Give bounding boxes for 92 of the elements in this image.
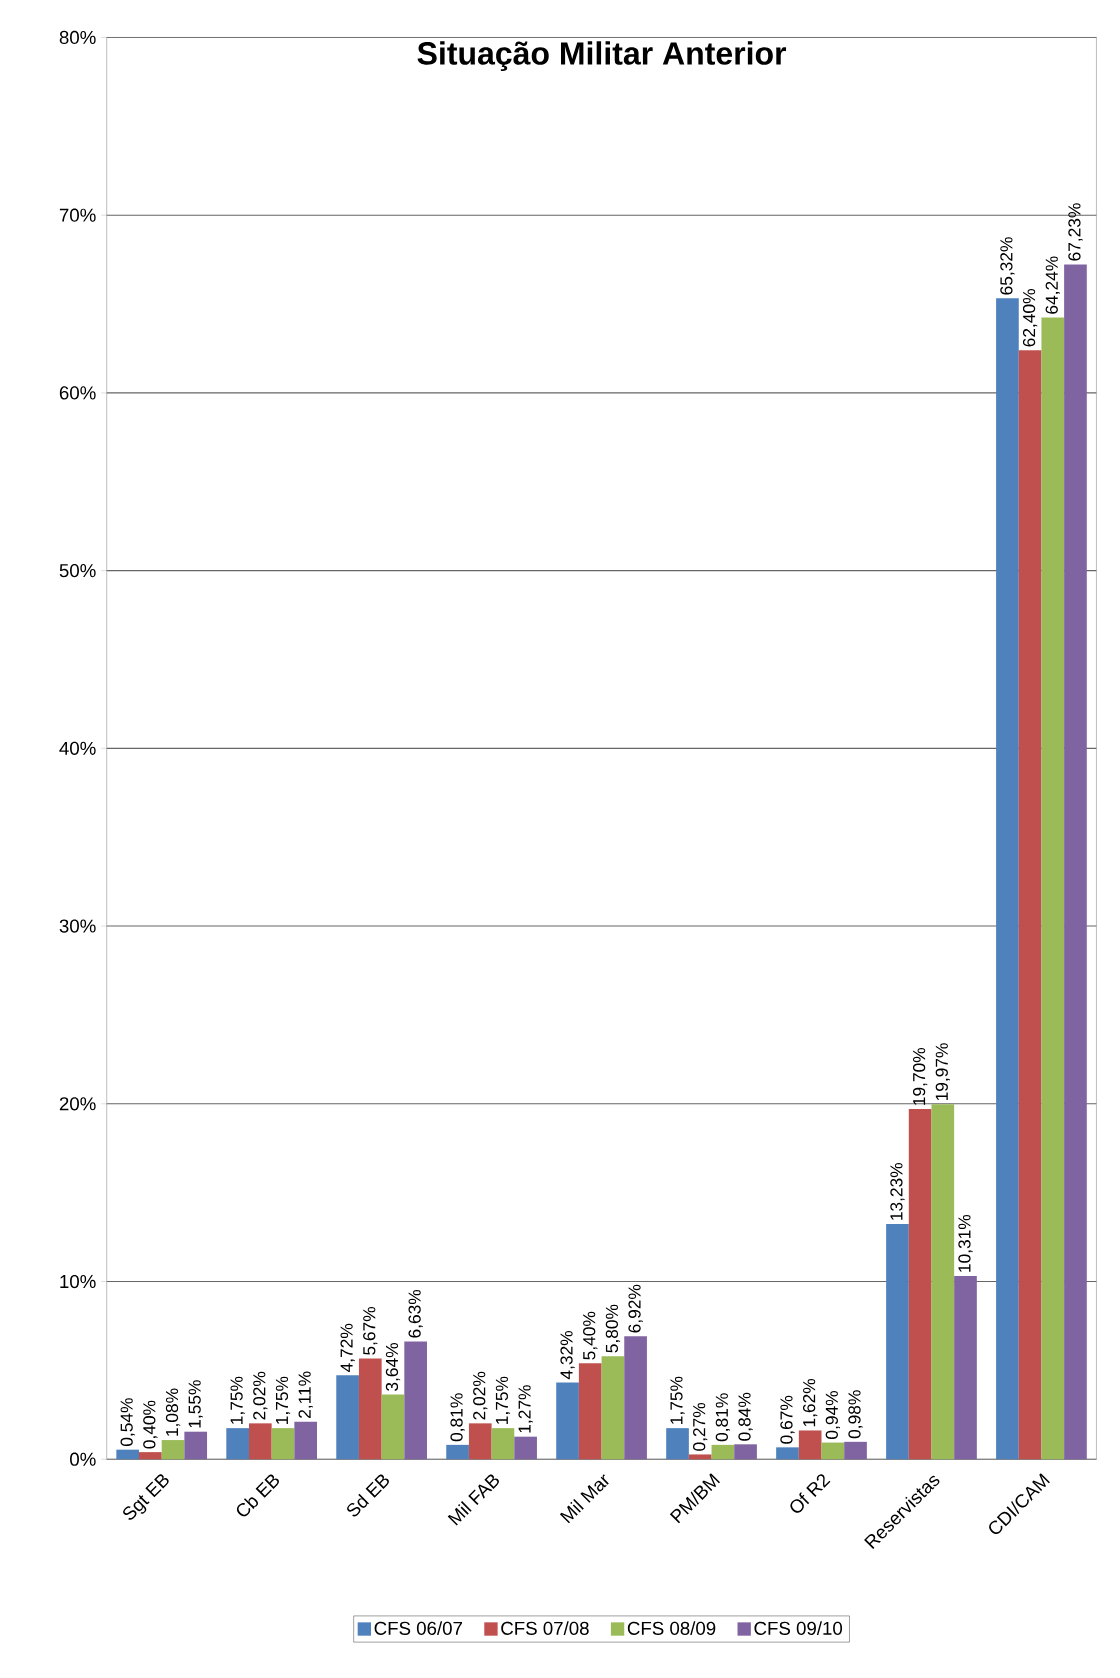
- x-tick-label: Sd EB: [346, 1474, 389, 1517]
- bar: [184, 1431, 207, 1460]
- data-label: 67,23%: [1068, 203, 1083, 261]
- bar: [821, 1442, 844, 1460]
- data-label: 62,40%: [1022, 289, 1038, 347]
- data-label: 1,75%: [495, 1376, 510, 1424]
- data-label: 1,27%: [518, 1385, 533, 1433]
- data-label: 10,31%: [958, 1214, 973, 1272]
- data-label: 0,98%: [848, 1390, 863, 1439]
- data-label: 19,97%: [935, 1043, 950, 1101]
- y-tick-label: 30%: [59, 919, 96, 933]
- bar: [404, 1341, 427, 1460]
- bar: [381, 1394, 405, 1460]
- y-tick-label: 40%: [59, 741, 96, 755]
- bar: [358, 1358, 382, 1460]
- bar: [514, 1436, 537, 1460]
- x-tick-label: Cb EB: [236, 1474, 279, 1517]
- data-label: 5,67%: [362, 1306, 378, 1355]
- x-tick-label: Of R2: [790, 1474, 831, 1513]
- bar: [931, 1104, 954, 1460]
- data-label: 0,81%: [450, 1393, 465, 1442]
- data-label: 6,92%: [628, 1284, 643, 1333]
- data-label: 1,75%: [230, 1376, 245, 1424]
- y-tick-label: 70%: [59, 208, 96, 222]
- bar: [624, 1336, 647, 1460]
- x-tick-label: Sgt EB: [122, 1474, 169, 1520]
- data-label: 0,27%: [692, 1402, 708, 1451]
- data-label: 65,32%: [1000, 237, 1015, 295]
- y-tick-label: 60%: [59, 386, 96, 400]
- data-label: 1,55%: [188, 1380, 203, 1428]
- legend-label: CFS 07/08: [501, 1621, 589, 1635]
- bar: [1063, 264, 1087, 1460]
- bar: [468, 1423, 492, 1460]
- bar: [798, 1430, 822, 1460]
- bar: [775, 1447, 799, 1460]
- data-label: 1,08%: [165, 1388, 180, 1436]
- data-label: 1,75%: [670, 1376, 685, 1424]
- bar: [556, 1382, 579, 1460]
- data-label: 2,11%: [298, 1371, 313, 1418]
- chart-title: Situação Militar Anterior: [417, 41, 786, 72]
- bar: [665, 1428, 689, 1460]
- x-tick-label: Mil FAB: [447, 1474, 499, 1526]
- data-label: 5,40%: [582, 1311, 598, 1360]
- data-label: 1,75%: [275, 1376, 290, 1424]
- bar: [953, 1276, 977, 1460]
- bar: [601, 1356, 625, 1460]
- y-tick-label: 0%: [69, 1452, 96, 1466]
- data-label: 0,94%: [825, 1391, 840, 1439]
- data-label: 13,23%: [890, 1162, 905, 1220]
- bar: [226, 1428, 249, 1460]
- data-label: 0,54%: [120, 1398, 135, 1447]
- data-label: 0,81%: [715, 1393, 730, 1442]
- y-tick-label: 80%: [59, 30, 96, 45]
- bar: [491, 1428, 515, 1460]
- legend-label: CFS 08/09: [627, 1621, 716, 1635]
- data-label: 2,02%: [252, 1371, 268, 1420]
- data-label: 0,84%: [738, 1392, 753, 1441]
- legend-label: CFS 09/10: [754, 1621, 842, 1635]
- bar: [248, 1423, 272, 1460]
- data-label: 64,24%: [1045, 256, 1060, 314]
- data-label: 19,70%: [912, 1047, 928, 1105]
- bar: [885, 1224, 909, 1460]
- bar: [294, 1421, 317, 1460]
- legend-label: CFS 06/07: [374, 1621, 462, 1635]
- bar: [1018, 350, 1042, 1460]
- bar: [1041, 317, 1064, 1460]
- data-label: 0,67%: [780, 1395, 795, 1444]
- bar: [116, 1449, 139, 1460]
- y-tick-label: 50%: [59, 563, 96, 578]
- bar: [711, 1444, 734, 1460]
- data-label: 3,64%: [385, 1343, 400, 1391]
- bar: [733, 1444, 757, 1460]
- data-label: 1,62%: [802, 1378, 818, 1427]
- bar: [578, 1363, 602, 1460]
- bar: [995, 298, 1019, 1460]
- bar: [446, 1444, 469, 1460]
- x-tick-label: Mil Mar: [559, 1474, 609, 1524]
- bar: [138, 1452, 162, 1460]
- bar: [908, 1109, 932, 1460]
- data-label: 0,40%: [142, 1400, 158, 1449]
- data-label: 2,02%: [472, 1371, 488, 1420]
- y-tick-label: 10%: [60, 1274, 96, 1289]
- data-label: 5,80%: [605, 1304, 620, 1353]
- data-label: 4,72%: [340, 1323, 355, 1373]
- bar: [843, 1441, 867, 1460]
- bar: [161, 1440, 185, 1460]
- bar: [271, 1428, 295, 1460]
- y-tick-label: 20%: [59, 1097, 96, 1111]
- data-label: 4,32%: [560, 1330, 575, 1380]
- bar: [336, 1375, 359, 1460]
- data-label: 6,63%: [408, 1289, 423, 1338]
- bar: [688, 1454, 712, 1460]
